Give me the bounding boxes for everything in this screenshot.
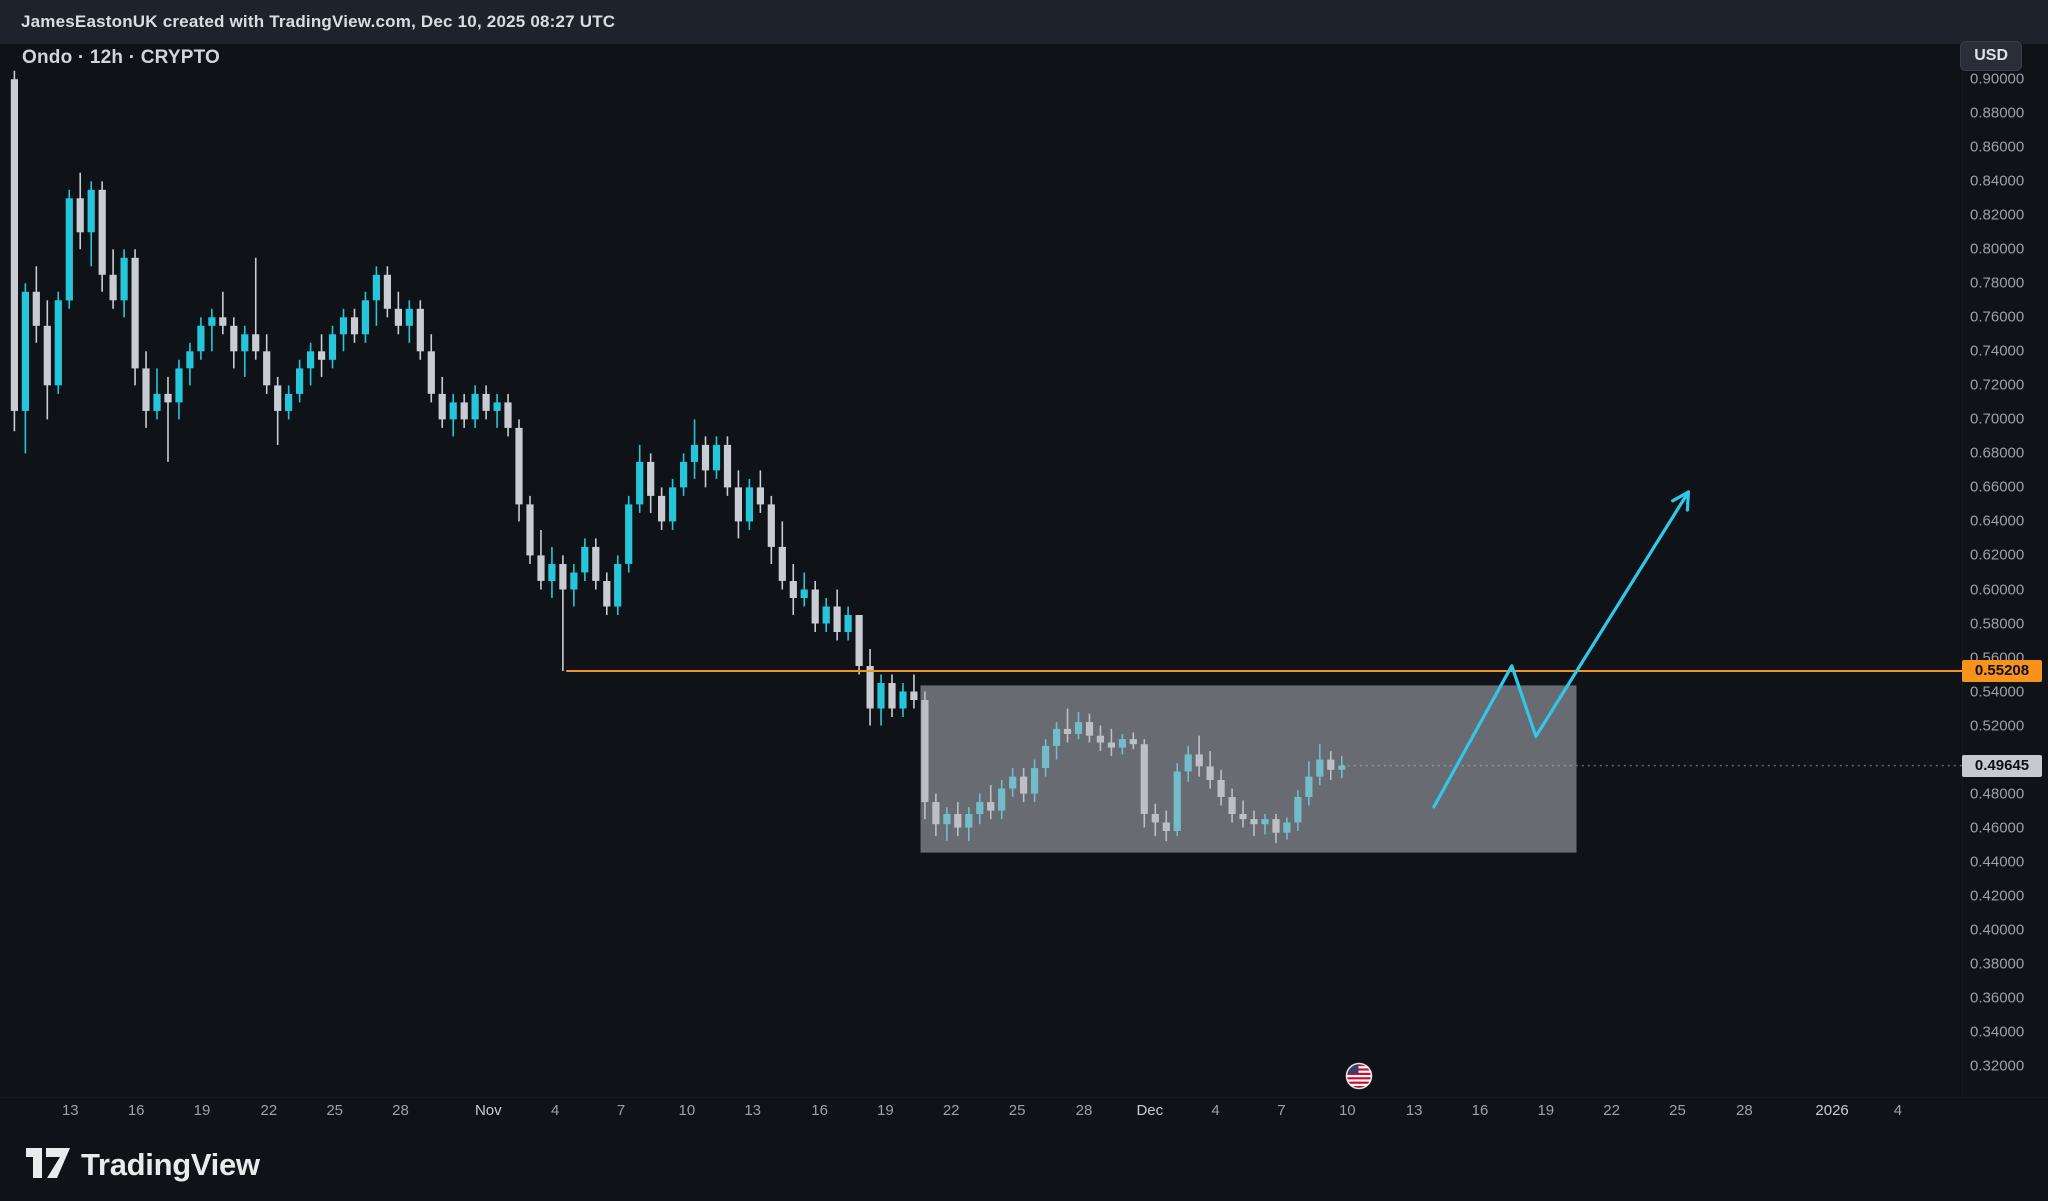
price-axis-tick: 0.80000 (1970, 240, 2025, 258)
price-axis-tick: 0.66000 (1970, 478, 2025, 496)
time-axis-tick: 4 (1211, 1102, 1220, 1119)
us-flag-event-icon[interactable] (1345, 1062, 1373, 1090)
price-axis-tick: 0.84000 (1970, 172, 2025, 190)
price-axis-tick: 0.32000 (1970, 1057, 2025, 1075)
time-axis-tick: 4 (551, 1102, 560, 1119)
time-axis-tick: 13 (1405, 1102, 1423, 1119)
tradingview-wordmark: TradingView (81, 1147, 260, 1182)
time-axis-tick: 7 (1277, 1102, 1286, 1119)
price-axis-tick: 0.86000 (1970, 138, 2025, 156)
price-axis-tick: 0.72000 (1970, 376, 2025, 394)
time-axis-tick: 13 (61, 1102, 79, 1119)
time-axis-tick: 7 (616, 1102, 626, 1119)
price-axis-border (1962, 44, 1963, 1097)
footer-brand-bar: TradingView (0, 1129, 260, 1201)
price-axis-tick: 0.88000 (1970, 104, 2025, 122)
last-price-label: 0.49645 (1962, 754, 2042, 777)
time-axis-tick: 16 (1471, 1102, 1489, 1119)
price-axis-tick: 0.76000 (1970, 308, 2025, 326)
price-axis-tick: 0.48000 (1970, 785, 2025, 803)
time-axis-tick: 10 (1338, 1102, 1356, 1119)
price-axis-tick: 0.74000 (1970, 342, 2025, 360)
price-axis-tick: 0.38000 (1970, 955, 2025, 973)
time-axis-tick: 25 (326, 1102, 344, 1119)
price-axis-tick: 0.64000 (1970, 512, 2025, 530)
price-axis-tick: 0.70000 (1970, 410, 2025, 428)
currency-badge[interactable]: USD (1960, 41, 2022, 71)
time-axis-tick: 25 (1008, 1102, 1026, 1119)
time-axis-tick: 13 (744, 1102, 762, 1119)
time-axis-tick: 19 (877, 1102, 894, 1119)
symbol-title: Ondo · 12h · CRYPTO (22, 47, 221, 68)
time-axis-tick: 28 (392, 1102, 409, 1119)
price-axis-tick: 0.42000 (1970, 887, 2025, 905)
time-axis-tick: 16 (811, 1102, 828, 1119)
attribution-text: JamesEastonUK created with TradingView.c… (21, 12, 616, 31)
time-axis-tick: 10 (678, 1102, 696, 1119)
time-axis-tick: 25 (1669, 1102, 1686, 1119)
time-axis-tick: 28 (1075, 1102, 1093, 1119)
price-axis-tick: 0.44000 (1970, 853, 2025, 871)
price-axis-tick: 0.36000 (1970, 989, 2025, 1007)
price-axis-tick: 0.62000 (1970, 546, 2025, 564)
price-axis-tick: 0.90000 (1970, 70, 2025, 88)
time-axis-tick: Nov (474, 1102, 502, 1119)
time-axis-tick: 2026 (1815, 1102, 1849, 1119)
time-axis-tick: 28 (1736, 1102, 1753, 1119)
time-axis-tick: 22 (1603, 1102, 1620, 1119)
price-axis-tick: 0.60000 (1970, 581, 2025, 598)
price-axis-tick: 0.52000 (1970, 717, 2025, 734)
time-axis-tick: 19 (1537, 1102, 1555, 1119)
time-axis-tick: 4 (1893, 1102, 1903, 1119)
time-axis-tick: 22 (942, 1102, 960, 1119)
attribution-bar: JamesEastonUK created with TradingView.c… (0, 0, 2048, 44)
price-axis-tick: 0.78000 (1970, 274, 2025, 292)
time-axis-border (0, 1097, 2048, 1098)
price-axis-tick: 0.82000 (1970, 206, 2025, 224)
time-axis-tick: 16 (127, 1102, 145, 1119)
price-axis-tick: 0.40000 (1970, 921, 2025, 939)
price-axis-tick: 0.54000 (1970, 683, 2025, 700)
price-axis-tick: 0.58000 (1970, 615, 2025, 632)
price-level-label: 0.55208 (1962, 660, 2042, 682)
time-axis-tick: Dec (1136, 1102, 1164, 1119)
tradingview-logo-icon (26, 1147, 70, 1183)
price-axis-tick: 0.46000 (1970, 819, 2025, 837)
price-axis-tick: 0.34000 (1970, 1023, 2025, 1041)
time-axis-tick: 22 (260, 1102, 278, 1119)
time-axis-tick: 19 (193, 1102, 211, 1119)
price-axis-tick: 0.68000 (1970, 444, 2025, 462)
